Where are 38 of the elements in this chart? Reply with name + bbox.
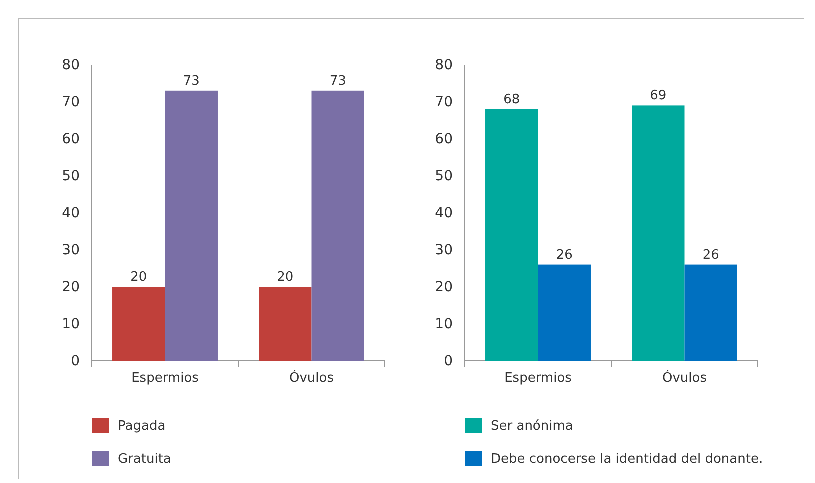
data-label: 20 [277, 270, 294, 285]
data-label: 69 [650, 88, 667, 104]
bar [486, 109, 538, 361]
y-tick-label: 30 [62, 242, 80, 258]
data-label: 73 [330, 74, 346, 89]
legend-label: Pagada [118, 419, 166, 434]
bar [538, 264, 591, 361]
y-tick-label: 10 [435, 316, 453, 332]
data-label: 26 [702, 248, 720, 263]
y-tick-label: 10 [62, 316, 80, 332]
data-label: 26 [556, 248, 573, 263]
y-tick-label: 50 [435, 168, 453, 184]
y-tick-label: 20 [62, 279, 80, 296]
data-label: 73 [183, 74, 200, 89]
legend-label: Ser anónima [491, 419, 574, 434]
y-tick-label: 40 [435, 205, 453, 222]
x-tick-label: Espermios [504, 371, 572, 386]
y-tick-label: 40 [62, 205, 80, 222]
legend-label: Debe conocerse la identidad del donante. [491, 452, 764, 467]
bar [632, 106, 685, 361]
y-tick-label: 30 [435, 242, 453, 258]
y-tick-label: 20 [435, 279, 453, 296]
bar [684, 264, 738, 361]
y-tick-label: 80 [62, 57, 80, 74]
x-tick-label: Óvulos [289, 369, 334, 386]
data-label: 68 [504, 92, 520, 108]
y-tick-label: 80 [435, 57, 453, 74]
y-tick-label: 70 [62, 94, 80, 110]
legend-label: Gratuita [118, 452, 172, 467]
y-tick-label: 60 [435, 131, 453, 148]
y-tick-label: 70 [435, 94, 453, 110]
y-tick-label: 50 [62, 168, 80, 184]
x-tick-label: Óvulos [662, 369, 708, 386]
x-tick-label: Espermios [132, 371, 200, 386]
y-tick-label: 0 [71, 353, 80, 370]
data-label: 20 [130, 270, 148, 285]
y-tick-label: 0 [444, 353, 453, 370]
y-tick-label: 60 [62, 131, 80, 148]
